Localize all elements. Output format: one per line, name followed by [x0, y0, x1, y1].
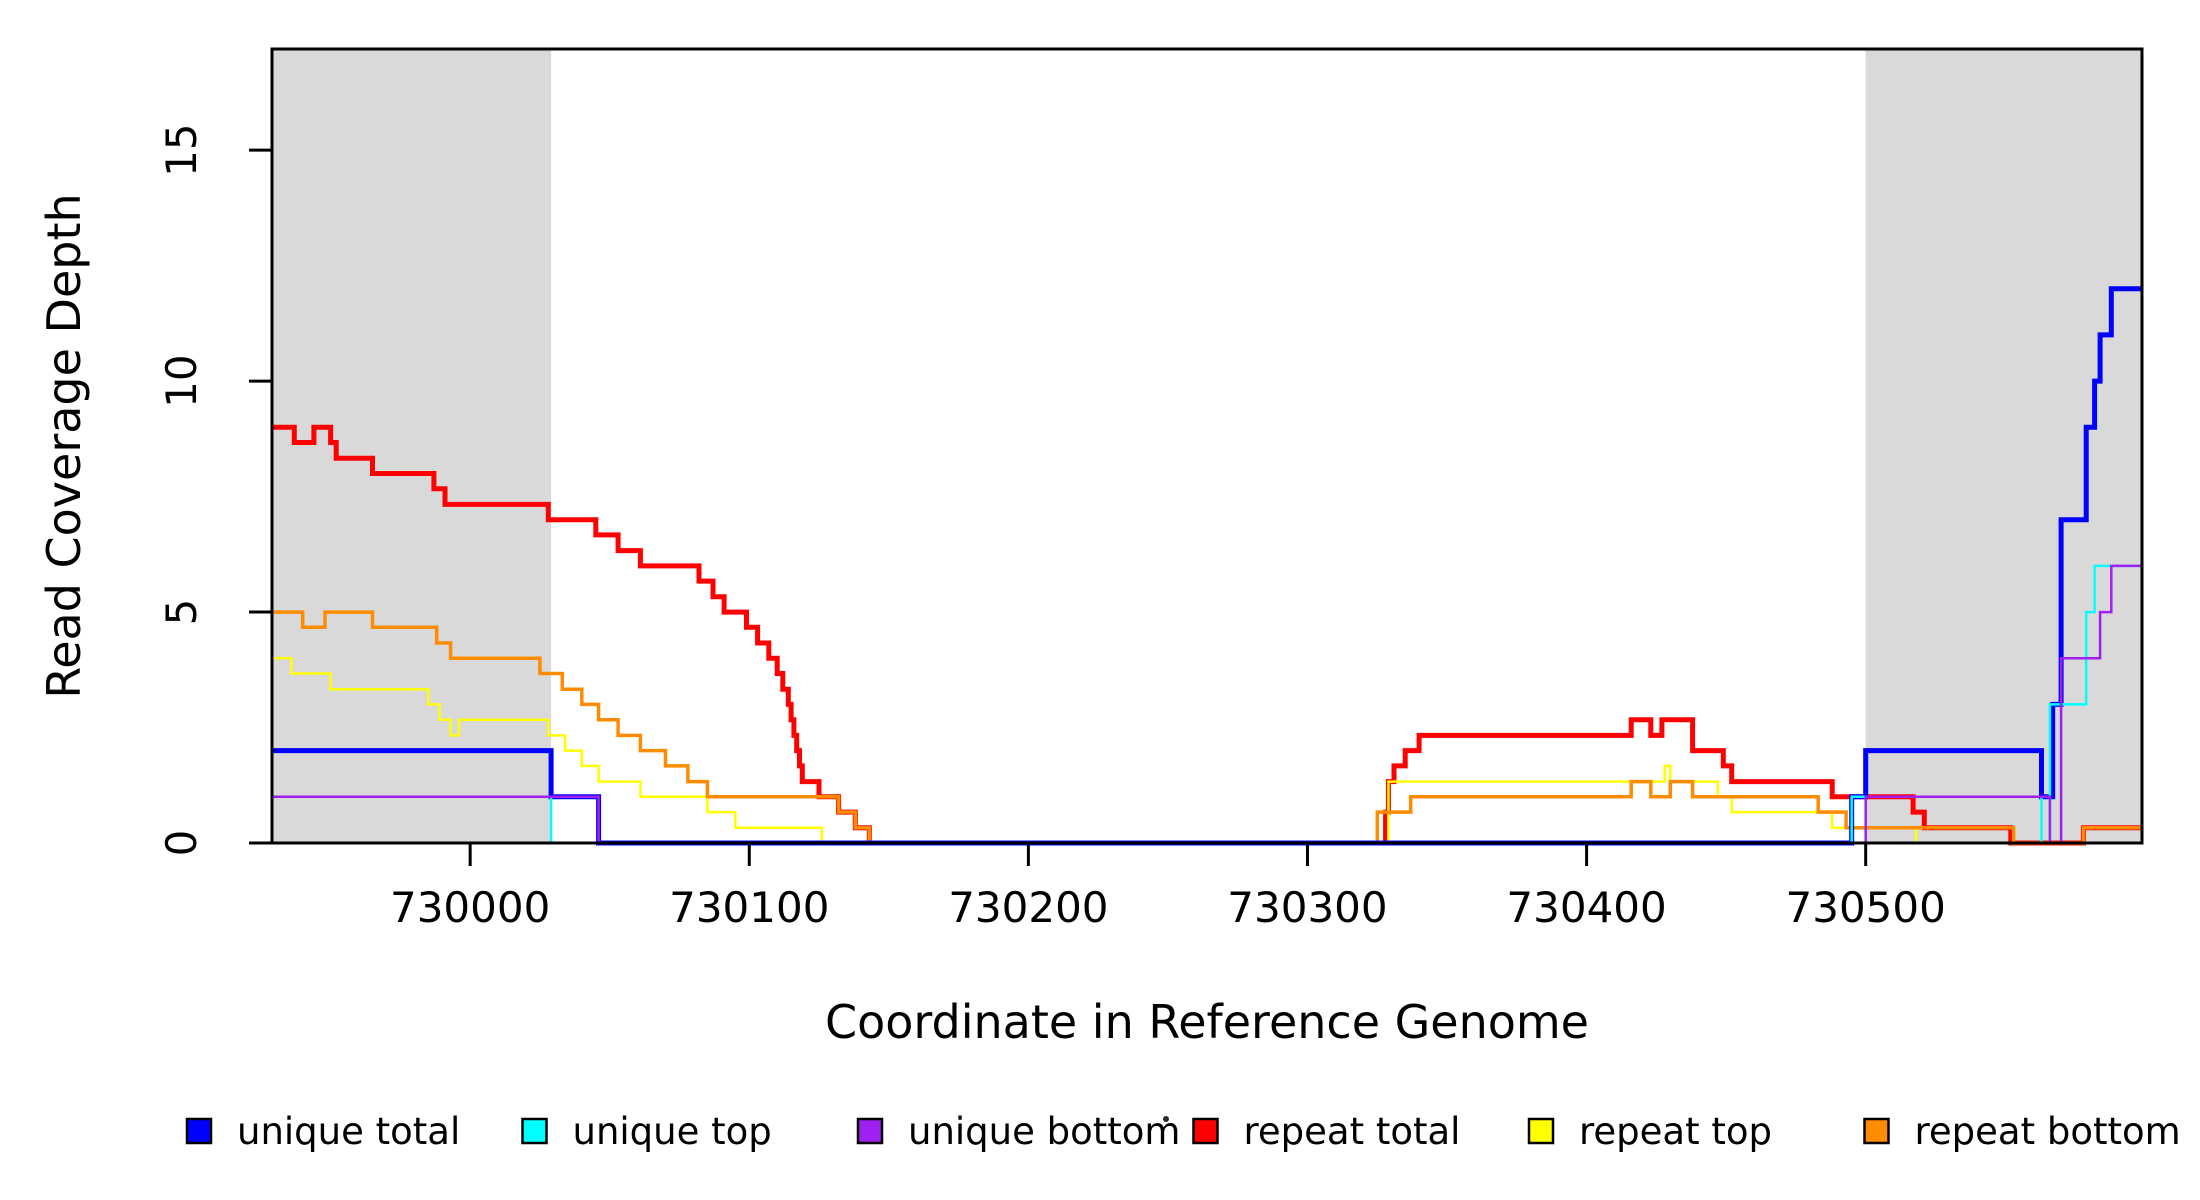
legend-label: unique bottom: [908, 1110, 1180, 1153]
series-line-repeat-top: [272, 656, 2142, 845]
x-tick-label: 730300: [1227, 883, 1387, 932]
legend-item-unique-bottom: unique bottom: [856, 1110, 1180, 1153]
legend-label: unique top: [573, 1110, 772, 1153]
legend-swatch-repeat-total: [1192, 1117, 1219, 1145]
series-layer: [272, 286, 2142, 846]
series-line-repeat-bottom: [272, 610, 2142, 845]
legend-label: repeat total: [1244, 1110, 1461, 1153]
legend-item-repeat-bottom: repeat bottom: [1863, 1110, 2181, 1153]
plot-border-box: [270, 47, 2144, 845]
shaded-region: [272, 49, 552, 843]
shaded-region: [1865, 49, 2142, 843]
y-tick-label: 15: [157, 123, 206, 176]
legend-swatch-unique-bottom: [856, 1117, 884, 1145]
legend-label: repeat top: [1579, 1110, 1772, 1153]
legend-swatch-unique-top: [521, 1117, 548, 1145]
x-axis-title: Coordinate in Reference Genome: [825, 995, 1589, 1049]
legend-item-unique-top: unique top: [521, 1110, 772, 1153]
y-axis-title: Read Coverage Depth: [37, 193, 91, 698]
y-axis-ticks: 0 5 10 15: [157, 123, 272, 856]
shaded-regions-layer: [272, 49, 2142, 843]
series-line-unique-total: [272, 286, 2142, 846]
x-tick-label: 730100: [669, 883, 829, 932]
y-tick-label: 0: [157, 830, 206, 857]
legend-label: unique total: [237, 1110, 460, 1153]
x-tick-label: 730400: [1506, 883, 1666, 932]
series-line-unique-top: [272, 564, 2142, 845]
stray-dot-mark: [1163, 1116, 1169, 1122]
legend-item-repeat-top: repeat top: [1527, 1110, 1772, 1153]
legend-swatch-repeat-bottom: [1863, 1117, 1890, 1145]
legend-item-unique-total: unique total: [185, 1110, 460, 1153]
x-tick-label: 730000: [390, 883, 550, 932]
series-line-unique-bottom: [272, 564, 2142, 845]
legend-label: repeat bottom: [1915, 1110, 2181, 1153]
series-line-repeat-total: [272, 424, 2142, 846]
x-tick-label: 730200: [948, 883, 1108, 932]
x-tick-label: 730500: [1786, 883, 1946, 932]
legend-swatch-repeat-top: [1527, 1117, 1555, 1145]
y-tick-label: 5: [157, 599, 206, 626]
legend: unique total unique top unique bottom repea…: [185, 1110, 2181, 1153]
y-tick-label: 10: [157, 354, 206, 407]
legend-item-repeat-total: repeat total: [1192, 1110, 1461, 1153]
x-axis-ticks: 730000 730100 730200 730300 730400 730500: [390, 843, 1946, 932]
legend-swatch-unique-total: [185, 1117, 213, 1145]
